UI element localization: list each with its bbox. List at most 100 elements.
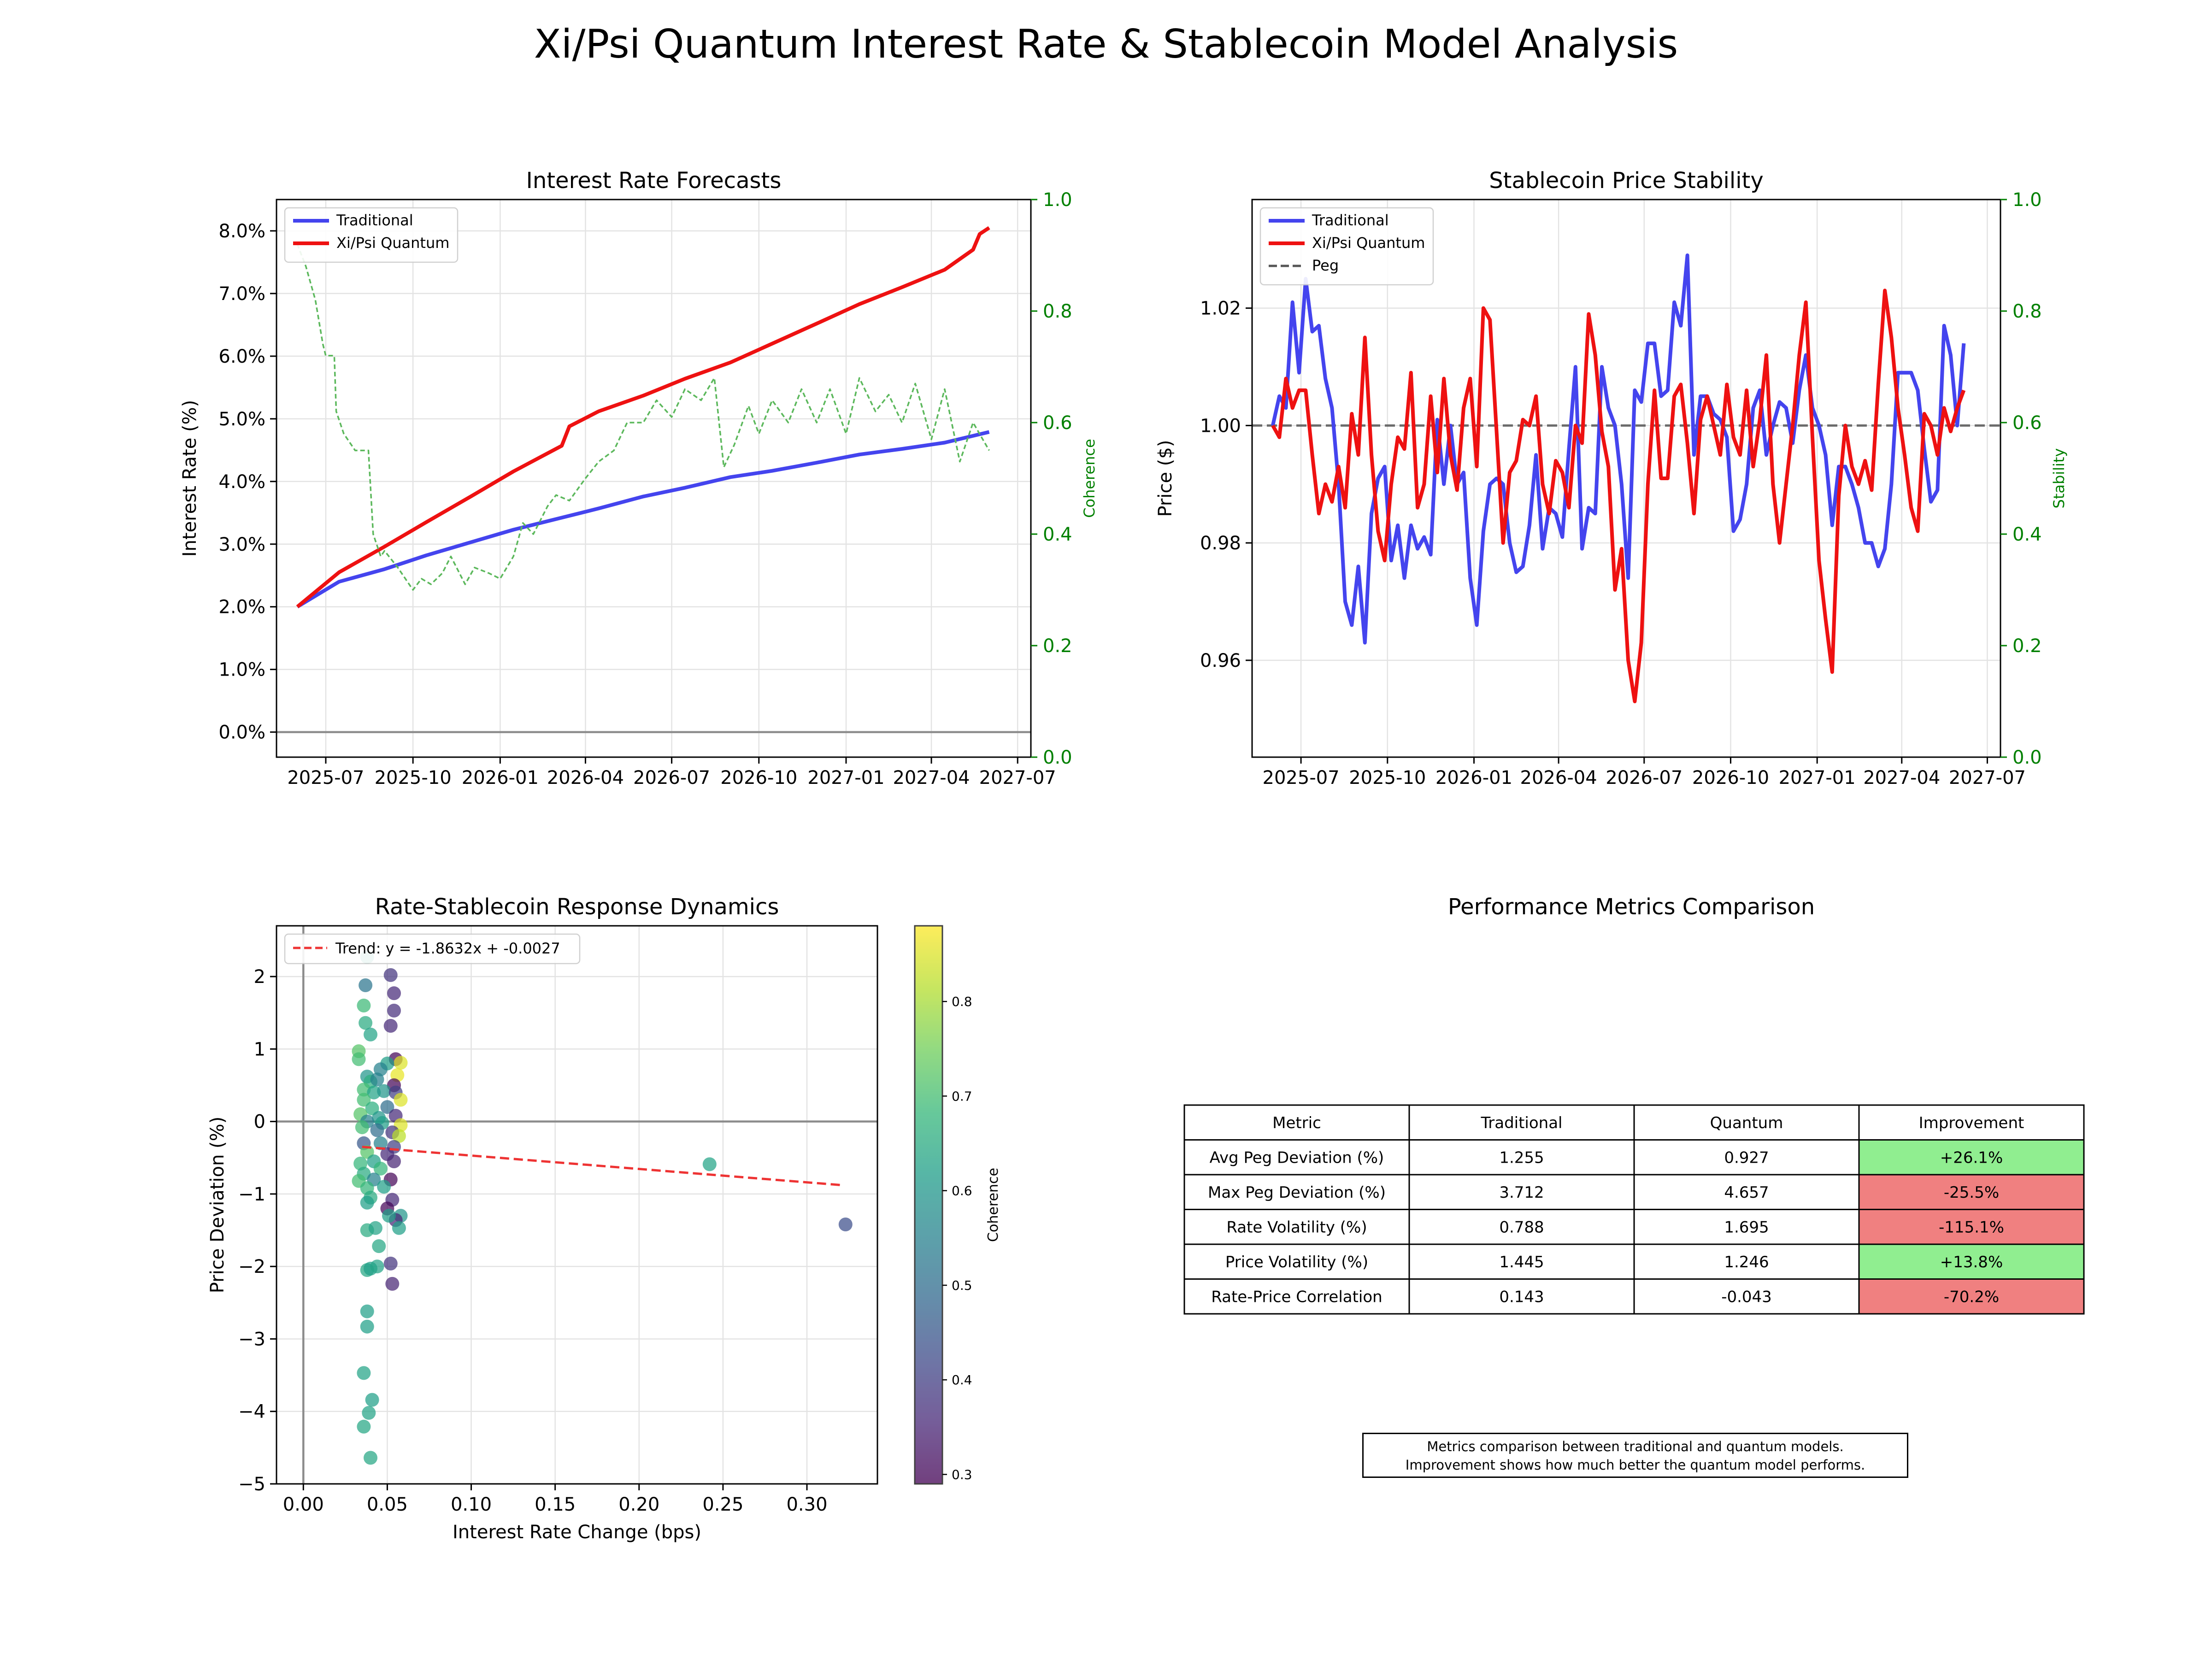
- table-cell: [1408, 1139, 1635, 1176]
- x-tick-label: 2026-07: [633, 767, 710, 788]
- x-tick-label: 2026-10: [1692, 767, 1769, 788]
- plot-frame: [276, 925, 878, 1485]
- scatter-point: [383, 968, 398, 982]
- y-tick-label: 8.0%: [218, 221, 265, 242]
- legend: Traditional Xi/Psi Quantum: [284, 207, 459, 263]
- x-tick-label: 0.15: [535, 1494, 576, 1515]
- series-line-xi-psi-quantum: [296, 226, 990, 608]
- scatter-point: [359, 978, 373, 992]
- y-tick-label: 2.0%: [218, 597, 265, 618]
- table-cell: [1633, 1209, 1860, 1245]
- y2-tick-label: 0.4: [1043, 524, 1072, 545]
- scatter-point: [352, 1052, 366, 1066]
- y2-tick-label: 1.0: [1043, 189, 1072, 211]
- improvement-cell: [1858, 1139, 2085, 1176]
- x-tick-label: 2027-04: [1863, 767, 1940, 788]
- table-cell: [1183, 1278, 1410, 1315]
- x-tick-label: 2026-01: [462, 767, 539, 788]
- y-tick-label: 1.02: [1200, 298, 1241, 319]
- colorbar-tick-label: 0.3: [952, 1467, 972, 1482]
- y2-tick-label: 0.4: [2012, 524, 2042, 545]
- y-axis-label: Price Deviation (%): [207, 1117, 228, 1294]
- y-tick-label: −1: [238, 1184, 265, 1205]
- table-cell-value: 0.927: [1724, 1148, 1769, 1167]
- y2-axis-label: Stability: [2050, 448, 2068, 509]
- scatter-point: [357, 1419, 371, 1434]
- scatter-point: [362, 1406, 376, 1420]
- table-cell: [1183, 1139, 1410, 1176]
- y-tick-label: 1.0%: [218, 659, 265, 681]
- metrics-note-box: Metrics comparison between traditional a…: [1362, 1433, 1908, 1478]
- x-tick-label: 2025-07: [287, 767, 364, 788]
- table-cell-value: +13.8%: [1940, 1253, 2003, 1271]
- legend: Trend: y = -1.8632x + -0.0027: [284, 933, 581, 965]
- scatter-point: [387, 986, 401, 1000]
- scatter-point: [392, 1221, 406, 1235]
- scatter-point: [383, 1256, 398, 1271]
- y2-tick-label: 0.2: [1043, 635, 1072, 657]
- series-line-xi-psi-quantum: [1271, 288, 1966, 703]
- table-cell-value: -115.1%: [1939, 1218, 2004, 1236]
- x-axis-label: Interest Rate Change (bps): [453, 1522, 701, 1543]
- chart-title: Interest Rate Forecasts: [526, 168, 782, 194]
- scatter-point: [365, 1393, 379, 1407]
- scatter-point: [385, 1277, 400, 1291]
- colorbar-label: Coherence: [985, 1168, 1001, 1242]
- x-tick-label: 2026-07: [1606, 767, 1683, 788]
- y2-tick-label: 0.0: [1043, 747, 1072, 768]
- scatter-point: [377, 1084, 391, 1098]
- scatter-point: [360, 1195, 374, 1210]
- scatter-point: [380, 1100, 394, 1114]
- legend-box: [1259, 207, 1434, 286]
- scatter-point: [359, 1016, 373, 1030]
- improvement-cell: [1858, 1243, 2085, 1280]
- x-tick-label: 2025-10: [1349, 767, 1426, 788]
- table-cell-value: 1.255: [1499, 1148, 1544, 1167]
- y2-tick-label: 0.2: [2012, 635, 2042, 657]
- table-cell-value: -0.043: [1721, 1288, 1772, 1306]
- scatter-point: [364, 1027, 377, 1041]
- y2-tick-label: 0.6: [2012, 412, 2042, 434]
- table-header-label: Improvement: [1919, 1114, 2024, 1132]
- scatter-point: [394, 1093, 408, 1107]
- table-cell: [1633, 1174, 1860, 1210]
- table-cell: [1408, 1174, 1635, 1210]
- x-tick-label: 2026-01: [1435, 767, 1512, 788]
- scatter-point: [360, 1304, 374, 1318]
- y-tick-label: 2: [254, 966, 265, 988]
- table-cell-value: 4.657: [1724, 1183, 1769, 1202]
- x-tick-label: 2025-07: [1263, 767, 1340, 788]
- table-cell-value: 3.712: [1499, 1183, 1544, 1202]
- y-tick-label: −4: [238, 1401, 265, 1423]
- x-tick-label: 0.30: [786, 1494, 827, 1515]
- table-cell-value: Avg Peg Deviation (%): [1210, 1148, 1384, 1167]
- legend-label: Peg: [1312, 257, 1339, 274]
- scatter-point: [370, 1072, 384, 1087]
- legend-label: Xi/Psi Quantum: [1312, 234, 1425, 252]
- plot-frame: [276, 199, 1032, 758]
- x-tick-label: 2026-04: [547, 767, 624, 788]
- scatter-point: [392, 1129, 406, 1143]
- table-cell: [1408, 1209, 1635, 1245]
- colorbar-tick-label: 0.6: [952, 1183, 972, 1199]
- table-header-cell: [1408, 1104, 1635, 1141]
- series-line-coherence: [296, 244, 990, 591]
- x-tick-label: 0.05: [367, 1494, 408, 1515]
- colorbar-tick-label: 0.4: [952, 1372, 972, 1388]
- x-tick-label: 0.10: [451, 1494, 492, 1515]
- table-header-cell: [1858, 1104, 2085, 1141]
- table-cell: [1408, 1278, 1635, 1315]
- colorbar-gradient: [914, 925, 943, 1485]
- plot-area: [276, 226, 1031, 733]
- scatter-point: [370, 1259, 384, 1274]
- x-tick-label: 2025-10: [375, 767, 452, 788]
- scatter-point: [382, 1209, 396, 1223]
- table-cell-value: Price Volatility (%): [1225, 1253, 1368, 1271]
- table-cell-value: 1.246: [1724, 1253, 1769, 1271]
- scatter-point: [838, 1218, 853, 1231]
- scatter-point: [377, 1180, 391, 1194]
- colorbar-tick-label: 0.7: [952, 1088, 972, 1104]
- x-tick-label: 2027-04: [893, 767, 970, 788]
- plot-area: [1252, 253, 2000, 703]
